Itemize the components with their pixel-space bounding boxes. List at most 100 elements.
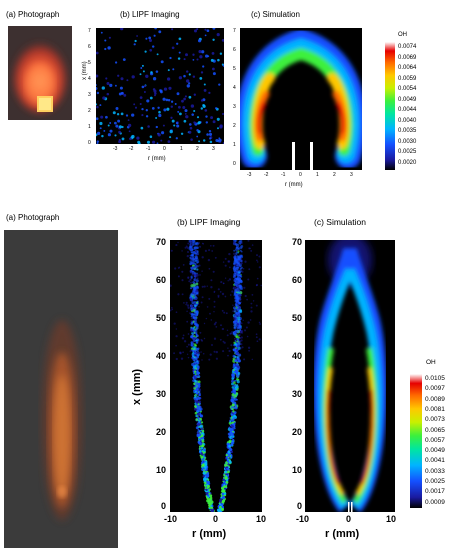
top-lipf-ytick: 1: [88, 124, 91, 130]
top-colorbar-value: 0.0049: [398, 96, 417, 103]
top-flame-photograph: [8, 26, 72, 120]
bottom-lipf-xtick: -10: [164, 514, 178, 524]
top-sim-ytick: 4: [233, 85, 236, 91]
top-sim-image: [240, 28, 362, 170]
bottom-caption-simulation: (c) Simulation: [314, 217, 366, 227]
bottom-colorbar: [410, 374, 422, 508]
bottom-sim-ytick: 30: [291, 389, 302, 399]
bottom-sim-image: [305, 240, 395, 512]
top-lipf-ytick: 7: [88, 28, 91, 34]
top-sim-ytick: 7: [233, 28, 236, 34]
top-lipf-xtick: 3: [212, 146, 215, 152]
top-colorbar-value: 0.0020: [398, 159, 417, 166]
top-sim-ytick: 3: [233, 104, 236, 110]
top-colorbar: [385, 42, 395, 170]
bottom-lipf-ylabel: x (mm): [131, 368, 143, 405]
bottom-lipf-x-axis: -10 0 10: [164, 514, 272, 526]
top-sim-ytick: 6: [233, 47, 236, 53]
bottom-flame-photograph: [4, 230, 118, 548]
top-caption-lipf: (b) LIPF Imaging: [120, 10, 180, 19]
bottom-sim-xtick: -10: [296, 514, 310, 524]
top-lipf-ytick: 3: [88, 92, 91, 98]
bottom-lipf-y-axis: 70 60 50 40 30 20 10 0: [144, 237, 166, 512]
bottom-caption-photograph: (a) Photograph: [6, 213, 60, 222]
bottom-lipf-ytick: 30: [155, 389, 166, 399]
bottom-colorbar-value: 0.0017: [425, 488, 445, 496]
top-sim-x-axis: -3 -2 -1 0 1 2 3: [240, 172, 362, 180]
bottom-colorbar-title: OH: [426, 359, 436, 366]
top-colorbar-value: 0.0044: [398, 107, 417, 113]
bottom-colorbar-value: 0.0025: [425, 478, 445, 485]
top-caption-simulation: (c) Simulation: [251, 10, 300, 19]
top-lipf-ytick: 5: [88, 60, 91, 66]
bottom-sim-ytick: 0: [296, 501, 302, 511]
top-colorbar-value: 0.0064: [398, 65, 417, 71]
bottom-colorbar-value: 0.0097: [425, 385, 445, 393]
bottom-lipf-ytick: 10: [155, 465, 166, 475]
top-sim-ytick: 1: [233, 142, 236, 148]
top-sim-xtick: 2: [333, 172, 336, 178]
bottom-sim-ytick: 70: [291, 237, 302, 247]
top-colorbar-value: 0.0069: [398, 54, 417, 61]
bottom-colorbar-value: 0.0065: [425, 426, 445, 434]
bottom-lipf-xlabel: r (mm): [192, 528, 227, 540]
top-lipf-xtick: -3: [113, 146, 118, 152]
top-lipf-image: [96, 28, 224, 144]
top-colorbar-value: 0.0040: [398, 117, 417, 124]
bottom-lipf-ytick: 20: [155, 427, 166, 437]
bottom-sim-xtick: 0: [346, 514, 352, 524]
top-colorbar-value: 0.0059: [398, 75, 417, 82]
top-lipf-ytick: 4: [88, 76, 91, 82]
top-sim-xtick: 0: [299, 172, 302, 178]
top-sim-xlabel: r (mm): [285, 182, 303, 188]
bottom-colorbar-value: 0.0073: [425, 416, 445, 424]
top-caption-photograph: (a) Photograph: [6, 10, 60, 19]
bottom-colorbar-value: 0.0033: [425, 467, 445, 475]
bottom-colorbar-labels: 0.0105 0.0097 0.0089 0.0081 0.0073 0.006…: [425, 374, 463, 514]
bottom-sim-y-axis: 70 60 50 40 30 20 10 0: [280, 237, 302, 512]
top-lipf-xtick: -2: [129, 146, 134, 152]
top-sim-xtick: -3: [247, 172, 252, 178]
bottom-sim-xtick: 10: [386, 514, 397, 524]
top-sim-ytick: 0: [233, 161, 236, 167]
bottom-lipf-ytick: 40: [155, 351, 166, 361]
bottom-sim-ytick: 50: [291, 313, 302, 323]
bottom-colorbar-value: 0.0057: [425, 436, 445, 444]
top-lipf-ylabel: x (mm): [82, 61, 88, 80]
top-lipf-xtick: 2: [196, 146, 199, 152]
bottom-colorbar-value: 0.0009: [425, 498, 445, 506]
bottom-sim-ytick: 20: [291, 427, 302, 437]
bottom-colorbar-value: 0.0081: [425, 405, 445, 413]
top-colorbar-title: OH: [398, 32, 407, 38]
bottom-sim-x-axis: -10 0 10: [296, 514, 406, 526]
bottom-sim-ytick: 60: [291, 275, 302, 285]
top-sim-xtick: 1: [316, 172, 319, 178]
bottom-sim-ytick: 10: [291, 465, 302, 475]
bottom-sim-ytick: 40: [291, 351, 302, 361]
top-colorbar-value: 0.0025: [398, 149, 417, 155]
top-colorbar-value: 0.0030: [398, 138, 417, 145]
bottom-colorbar-value: 0.0105: [425, 375, 445, 382]
top-lipf-xtick: -1: [146, 146, 151, 152]
bottom-lipf-image: [170, 240, 262, 512]
top-sim-xtick: -1: [281, 172, 286, 178]
top-colorbar-value: 0.0035: [398, 128, 417, 134]
bottom-lipf-xtick: 0: [213, 514, 219, 524]
top-lipf-ytick: 6: [88, 44, 91, 50]
top-sim-xtick: 3: [350, 172, 353, 178]
bottom-lipf-xtick: 10: [256, 514, 267, 524]
top-lipf-xlabel: r (mm): [148, 156, 166, 162]
top-lipf-ytick: 2: [88, 108, 91, 114]
bottom-lipf-ytick: 50: [155, 313, 166, 323]
bottom-colorbar-value: 0.0049: [425, 447, 445, 455]
bottom-lipf-ytick: 70: [155, 237, 166, 247]
top-lipf-ytick: 0: [88, 140, 91, 146]
top-sim-ytick: 2: [233, 123, 236, 129]
bottom-sim-xlabel: r (mm): [325, 528, 360, 540]
top-colorbar-value: 0.0074: [398, 44, 417, 50]
top-lipf-xtick: 1: [180, 146, 183, 152]
top-colorbar-labels: 0.0074 0.0069 0.0064 0.0059 0.0054 0.004…: [398, 42, 438, 172]
bottom-lipf-ytick: 0: [160, 501, 166, 511]
top-sim-xtick: -2: [264, 172, 269, 178]
top-lipf-x-axis: -3 -2 -1 0 1 2 3: [96, 146, 224, 154]
